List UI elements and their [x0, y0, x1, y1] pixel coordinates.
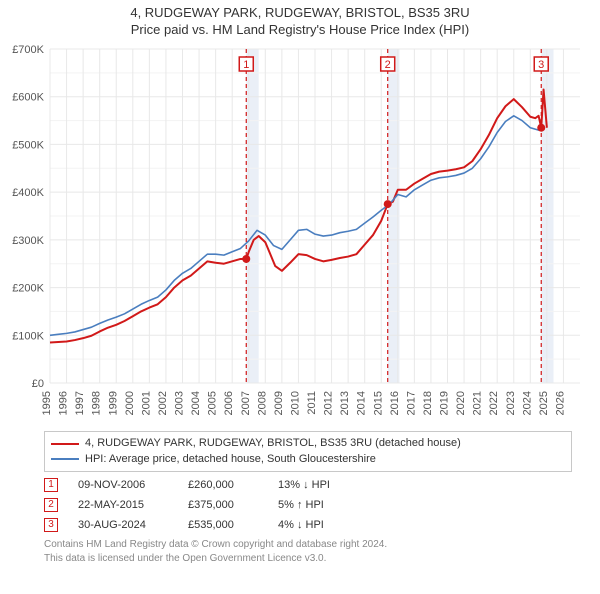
svg-text:2024: 2024: [521, 391, 533, 415]
svg-text:£400K: £400K: [12, 187, 44, 199]
svg-text:2010: 2010: [289, 391, 301, 415]
legend-swatch: [51, 443, 79, 445]
footer-line2: This data is licensed under the Open Gov…: [44, 552, 572, 566]
svg-text:£500K: £500K: [12, 140, 44, 152]
svg-text:1999: 1999: [107, 391, 119, 415]
svg-text:2011: 2011: [306, 391, 318, 415]
svg-text:2022: 2022: [488, 391, 500, 415]
svg-text:£700K: £700K: [12, 44, 44, 56]
legend-swatch: [51, 458, 79, 460]
svg-text:£0: £0: [32, 378, 44, 390]
svg-text:2015: 2015: [372, 391, 384, 415]
svg-text:£600K: £600K: [12, 92, 44, 104]
event-date: 30-AUG-2024: [78, 519, 168, 531]
event-price: £535,000: [188, 519, 258, 531]
line-chart: £0 £100K £200K £300K £400K £500K £600K £700K 199…: [0, 43, 600, 423]
svg-text:3: 3: [538, 59, 544, 71]
chart-subtitle: Price paid vs. HM Land Registry's House …: [0, 22, 600, 37]
footer-attribution: Contains HM Land Registry data © Crown c…: [44, 538, 572, 566]
chart-area: £0 £100K £200K £300K £400K £500K £600K £700K 199…: [0, 43, 600, 423]
event-marker-number: 2: [44, 498, 58, 512]
svg-text:2026: 2026: [554, 391, 566, 415]
chart-title: 4, RUDGEWAY PARK, RUDGEWAY, BRISTOL, BS3…: [0, 4, 600, 22]
event-hpi: 4% ↓ HPI: [278, 519, 368, 531]
svg-text:2019: 2019: [439, 391, 451, 415]
svg-text:£300K: £300K: [12, 235, 44, 247]
svg-text:2018: 2018: [422, 391, 434, 415]
event-price: £260,000: [188, 479, 258, 491]
event-row: 1 09-NOV-2006 £260,000 13% ↓ HPI: [44, 478, 572, 492]
svg-text:2021: 2021: [472, 391, 484, 415]
event-hpi: 13% ↓ HPI: [278, 479, 368, 491]
svg-text:1997: 1997: [74, 391, 86, 415]
svg-text:2006: 2006: [223, 391, 235, 415]
legend-row: HPI: Average price, detached house, Sout…: [51, 452, 565, 467]
footer-line1: Contains HM Land Registry data © Crown c…: [44, 538, 572, 552]
legend-label: 4, RUDGEWAY PARK, RUDGEWAY, BRISTOL, BS3…: [85, 436, 461, 451]
event-row: 3 30-AUG-2024 £535,000 4% ↓ HPI: [44, 518, 572, 532]
svg-text:2017: 2017: [405, 391, 417, 415]
event-date: 09-NOV-2006: [78, 479, 168, 491]
legend-label: HPI: Average price, detached house, Sout…: [85, 452, 376, 467]
event-list: 1 09-NOV-2006 £260,000 13% ↓ HPI 2 22-MAY-201…: [44, 478, 572, 532]
svg-text:2016: 2016: [389, 391, 401, 415]
event-hpi: 5% ↑ HPI: [278, 499, 368, 511]
svg-text:2008: 2008: [256, 391, 268, 415]
event-price: £375,000: [188, 499, 258, 511]
svg-text:2013: 2013: [339, 391, 351, 415]
svg-text:2020: 2020: [455, 391, 467, 415]
svg-text:2002: 2002: [157, 391, 169, 415]
svg-text:£100K: £100K: [12, 330, 44, 342]
svg-text:2005: 2005: [207, 391, 219, 415]
svg-text:2014: 2014: [356, 391, 368, 415]
event-marker-number: 1: [44, 478, 58, 492]
svg-text:2003: 2003: [174, 391, 186, 415]
svg-text:1995: 1995: [41, 391, 53, 415]
event-date: 22-MAY-2015: [78, 499, 168, 511]
svg-text:£200K: £200K: [12, 283, 44, 295]
svg-text:2004: 2004: [190, 391, 202, 415]
legend: 4, RUDGEWAY PARK, RUDGEWAY, BRISTOL, BS3…: [44, 431, 572, 472]
svg-text:2023: 2023: [505, 391, 517, 415]
event-marker-number: 3: [44, 518, 58, 532]
svg-text:1: 1: [243, 59, 249, 71]
event-row: 2 22-MAY-2015 £375,000 5% ↑ HPI: [44, 498, 572, 512]
svg-text:2012: 2012: [323, 391, 335, 415]
svg-text:2000: 2000: [124, 391, 136, 415]
svg-text:1998: 1998: [91, 391, 103, 415]
legend-row: 4, RUDGEWAY PARK, RUDGEWAY, BRISTOL, BS3…: [51, 436, 565, 451]
svg-text:2001: 2001: [140, 391, 152, 415]
svg-text:1996: 1996: [58, 391, 70, 415]
svg-text:2: 2: [385, 59, 391, 71]
svg-text:2009: 2009: [273, 391, 285, 415]
svg-text:2007: 2007: [240, 391, 252, 415]
svg-text:2025: 2025: [538, 391, 550, 415]
